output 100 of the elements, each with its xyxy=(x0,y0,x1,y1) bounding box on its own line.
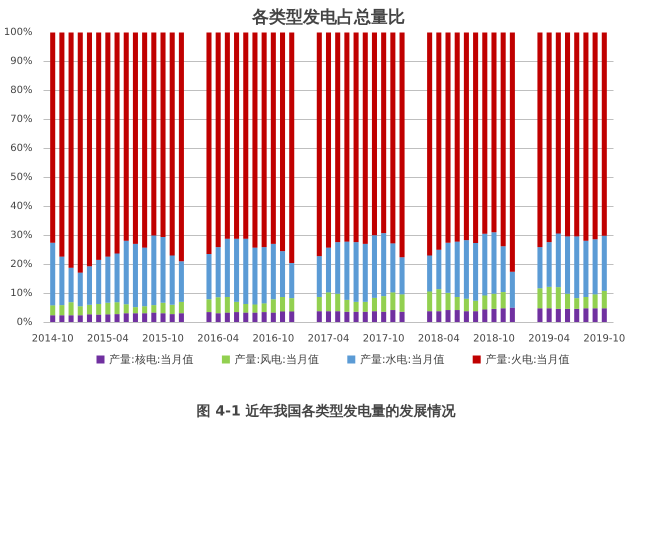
bar xyxy=(142,248,148,306)
x-tick-label: 2016-04 xyxy=(197,334,240,344)
bar xyxy=(206,299,212,312)
bar xyxy=(556,287,561,309)
bar xyxy=(482,234,488,296)
bar xyxy=(602,308,607,322)
bar xyxy=(86,32,92,266)
bar xyxy=(482,32,488,234)
bar xyxy=(537,308,542,322)
bar xyxy=(445,32,451,243)
bar xyxy=(132,244,138,308)
bar xyxy=(270,32,276,244)
y-tick-label: 80% xyxy=(10,85,33,96)
bar xyxy=(289,263,294,298)
bar xyxy=(252,248,258,305)
bar xyxy=(500,292,506,308)
y-tick-label: 50% xyxy=(10,172,33,183)
bar xyxy=(510,308,515,322)
bar xyxy=(243,32,248,239)
bar xyxy=(592,294,598,308)
bar xyxy=(105,256,110,303)
bar xyxy=(602,32,607,236)
bar xyxy=(335,311,340,322)
bar xyxy=(381,312,386,322)
bar xyxy=(464,32,469,240)
bar xyxy=(50,32,56,243)
x-tick-label: 2018-04 xyxy=(418,334,460,344)
bar xyxy=(105,302,110,314)
bar xyxy=(68,32,74,268)
bar xyxy=(224,238,230,297)
bar xyxy=(362,302,368,312)
bar xyxy=(546,286,552,308)
bar xyxy=(234,238,240,302)
caption: 图 4-1 近年我国各类型发电量的发展情况 xyxy=(196,402,457,420)
bar xyxy=(464,311,469,322)
x-tick-label: 2015-04 xyxy=(86,334,129,344)
bar xyxy=(400,312,405,322)
bar xyxy=(234,312,240,322)
bar xyxy=(96,32,102,260)
bar xyxy=(206,312,212,322)
bar xyxy=(216,297,221,314)
bar xyxy=(289,32,294,264)
bar xyxy=(280,296,286,312)
bar xyxy=(546,242,552,287)
bar xyxy=(224,312,230,322)
y-tick-label: 0% xyxy=(16,317,33,328)
bar xyxy=(252,32,258,248)
bar xyxy=(142,306,148,314)
bar xyxy=(50,305,56,316)
bar xyxy=(160,236,166,303)
bar xyxy=(537,32,542,248)
bar xyxy=(537,247,542,288)
bar xyxy=(270,312,276,322)
bar xyxy=(124,32,129,241)
bar xyxy=(78,32,83,273)
bar xyxy=(170,304,175,314)
bar xyxy=(206,32,212,254)
bar xyxy=(400,257,405,294)
bar xyxy=(344,312,350,322)
bar xyxy=(500,246,506,292)
bar xyxy=(381,32,386,234)
bar xyxy=(565,32,570,236)
bar xyxy=(316,296,322,312)
bar xyxy=(583,296,588,308)
bar xyxy=(445,310,451,322)
bar xyxy=(482,309,488,322)
bar xyxy=(170,32,175,256)
bar xyxy=(454,296,460,310)
bar xyxy=(78,315,83,322)
bar xyxy=(565,308,570,322)
bar xyxy=(262,303,267,312)
legend-label: 产量:核电:当月值 xyxy=(109,353,194,366)
bar xyxy=(381,296,386,312)
bar xyxy=(537,288,542,308)
bar xyxy=(583,240,588,297)
bar xyxy=(216,313,221,322)
bar xyxy=(326,292,332,312)
legend-label: 产量:火电:当月值 xyxy=(485,353,570,366)
bar xyxy=(243,304,248,313)
bar xyxy=(510,272,515,308)
x-tick-label: 2019-10 xyxy=(583,334,626,344)
bar xyxy=(124,313,129,322)
x-tick-label: 2016-10 xyxy=(252,334,294,344)
bar xyxy=(602,290,607,308)
y-tick-label: 20% xyxy=(10,259,33,270)
bar xyxy=(445,242,451,293)
bar xyxy=(59,305,64,316)
bar xyxy=(316,32,322,256)
bar xyxy=(344,300,350,312)
bar xyxy=(574,298,580,309)
bar xyxy=(206,254,212,300)
bar xyxy=(583,308,588,322)
bar xyxy=(390,32,396,244)
bar xyxy=(316,311,322,322)
bar xyxy=(289,298,294,312)
bar xyxy=(427,256,432,292)
bar xyxy=(160,302,166,314)
bar xyxy=(427,311,432,322)
bar xyxy=(362,312,368,322)
bar xyxy=(316,256,322,297)
